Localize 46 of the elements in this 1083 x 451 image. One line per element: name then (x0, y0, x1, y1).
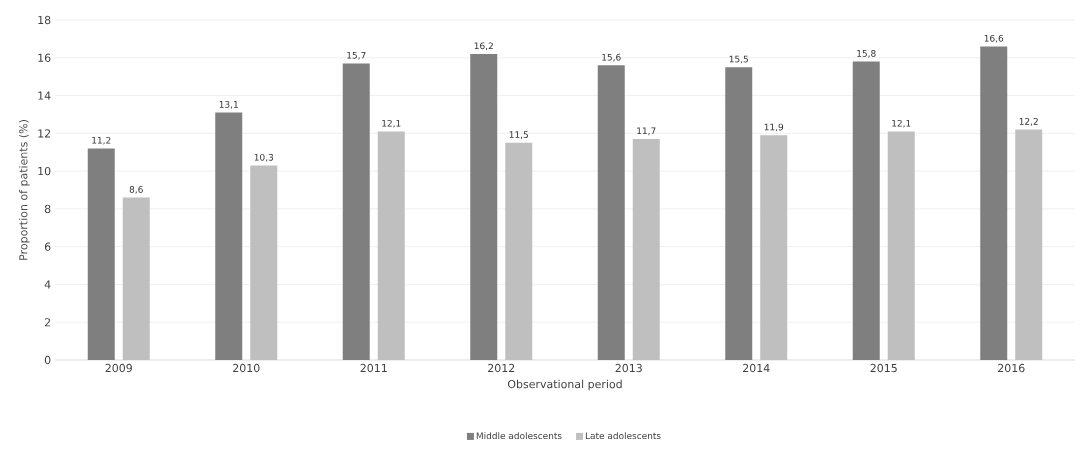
y-tick-label: 10 (38, 166, 51, 176)
y-tick-label: 6 (44, 242, 51, 251)
y-axis-title: Proportion of patients (%) (18, 120, 30, 260)
bar (980, 46, 1008, 360)
data-label: 15,7 (347, 52, 366, 60)
x-tick-label: 2016 (998, 363, 1025, 373)
data-label: 11,9 (764, 123, 784, 132)
data-label: 12,1 (382, 119, 401, 128)
x-tick-label: 2014 (743, 363, 770, 373)
x-tick-label: 2012 (488, 363, 515, 373)
y-tick-label: 12 (38, 129, 51, 138)
data-label: 13,1 (219, 100, 238, 109)
data-label: 10,3 (254, 153, 274, 162)
bar (342, 63, 370, 360)
y-tick-label: 0 (44, 355, 51, 365)
data-label: 12,1 (892, 119, 911, 128)
bar (725, 67, 753, 360)
data-label: 16,2 (474, 42, 493, 51)
bar (852, 61, 880, 360)
data-label: 15,6 (602, 53, 621, 62)
x-tick-label: 2015 (870, 363, 897, 373)
y-tick-label: 14 (38, 91, 51, 100)
x-tick-label: 2009 (105, 363, 132, 373)
data-label: 12,2 (1019, 117, 1038, 126)
x-tick-label: 2013 (615, 363, 642, 373)
data-label: 8,6 (129, 185, 143, 194)
data-label: 15,8 (857, 49, 876, 58)
y-tick-label: 2 (44, 318, 51, 327)
x-tick-label: 2010 (233, 363, 260, 373)
y-tick-label: 18 (38, 15, 51, 25)
y-tick-label: 8 (44, 204, 51, 214)
x-tick-label: 2011 (360, 363, 387, 373)
data-label: 16,6 (984, 34, 1004, 43)
bar (597, 65, 625, 360)
legend-label: Middle adolescents (476, 432, 562, 440)
bar (215, 112, 243, 360)
legend-label: Late adolescents (585, 432, 661, 440)
data-label: 15,5 (729, 55, 748, 64)
y-tick-label: 16 (38, 53, 51, 62)
y-tick-label: 4 (44, 280, 51, 289)
data-label: 11,7 (637, 127, 656, 136)
bar (470, 54, 498, 360)
data-label: 11,2 (92, 136, 111, 145)
bar (87, 148, 115, 360)
x-axis-title: Observational period (507, 379, 622, 391)
data-label: 11,5 (509, 131, 528, 139)
